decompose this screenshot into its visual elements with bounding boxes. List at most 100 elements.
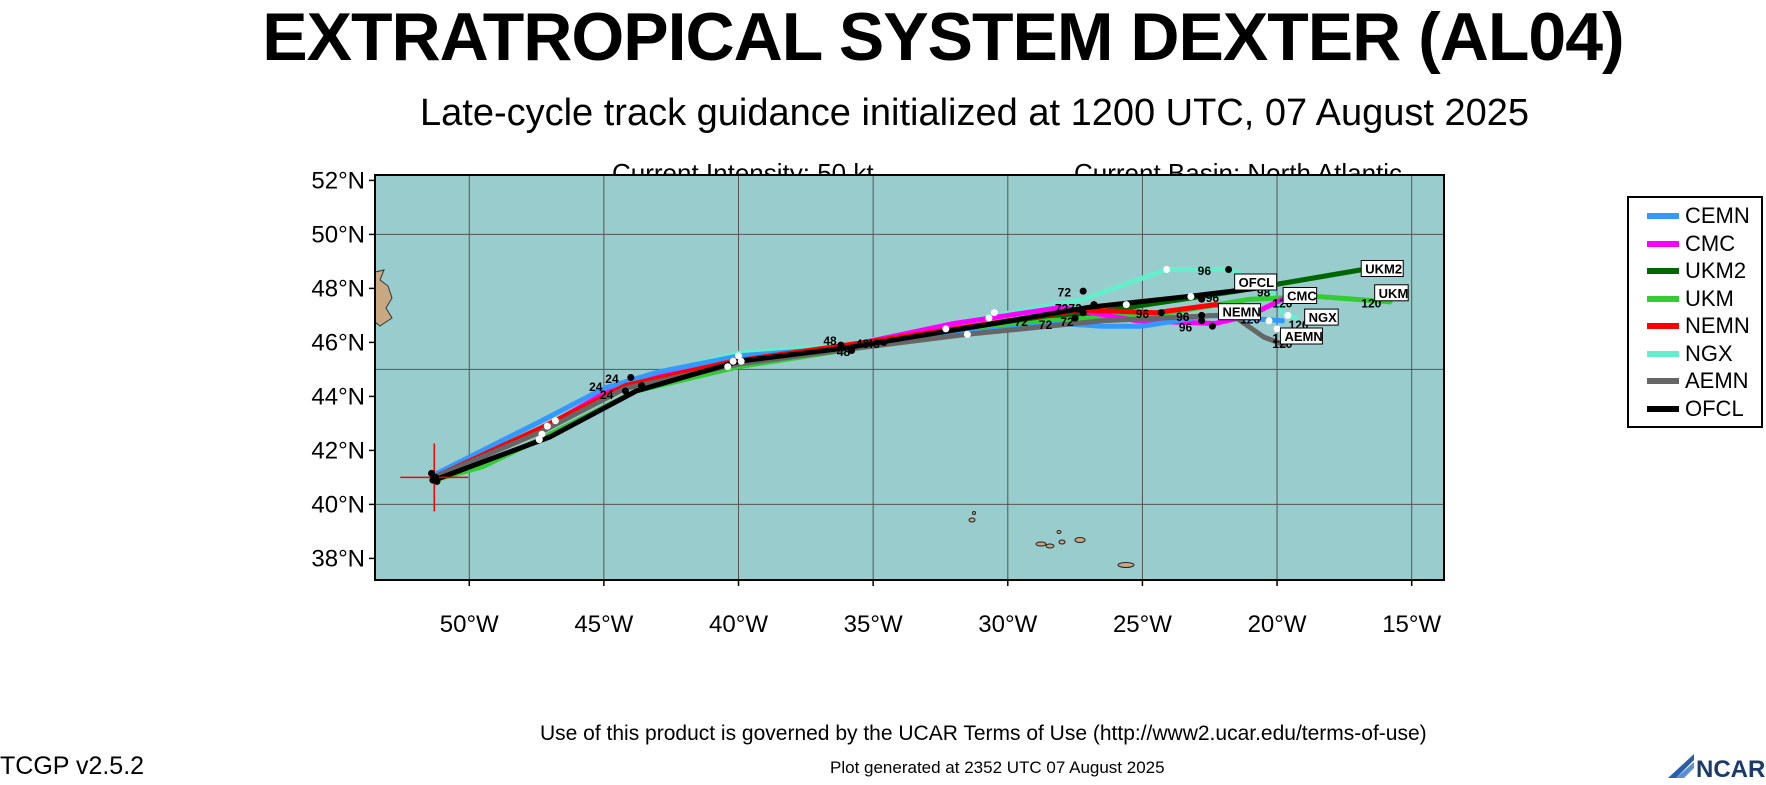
newfoundland-land bbox=[374, 269, 393, 327]
forecast-dot-black bbox=[1208, 322, 1216, 330]
lat-tick-label: 44°N bbox=[311, 383, 365, 410]
lon-tick-label: 20°W bbox=[1248, 611, 1307, 638]
forecast-hour-label: 48 bbox=[856, 337, 870, 351]
legend-label: NEMN bbox=[1685, 313, 1750, 338]
lat-tick-label: 50°N bbox=[311, 221, 365, 248]
lon-tick-label: 15°W bbox=[1382, 611, 1441, 638]
legend-item-aemn: AEMN bbox=[1647, 367, 1749, 395]
forecast-hour-label: 96 bbox=[1136, 307, 1150, 321]
lat-tick-label: 42°N bbox=[311, 437, 365, 464]
forecast-hour-label: 48 bbox=[866, 337, 880, 351]
track-end-label: AEMN bbox=[1284, 329, 1322, 344]
ncar-logo-text: NCAR bbox=[1696, 756, 1765, 780]
forecast-hour-label: 72 bbox=[1015, 315, 1029, 329]
ncar-logo: NCAR bbox=[1666, 752, 1766, 783]
legend-item-ngx: NGX bbox=[1647, 340, 1733, 368]
legend-swatch bbox=[1647, 268, 1679, 274]
forecast-dot-white bbox=[942, 325, 950, 333]
legend-label: CEMN bbox=[1685, 203, 1750, 228]
forecast-hour-label: 96 bbox=[1179, 321, 1193, 335]
plot-generated-time: Plot generated at 2352 UTC 07 August 202… bbox=[830, 758, 1165, 777]
forecast-dot-white bbox=[737, 357, 745, 365]
plot-subtitle: Late-cycle track guidance initialized at… bbox=[420, 92, 1529, 134]
forecast-dot-black bbox=[837, 341, 845, 349]
ncar-logo-icon: NCAR bbox=[1668, 754, 1765, 783]
current-position-dot bbox=[433, 477, 441, 485]
azores-island bbox=[1117, 562, 1135, 568]
legend-item-cemn: CEMN bbox=[1647, 202, 1750, 230]
forecast-dot-black bbox=[1198, 317, 1206, 325]
forecast-hour-label: 72 bbox=[1060, 315, 1074, 329]
marker-layer bbox=[400, 266, 1292, 512]
lon-tick-label: 50°W bbox=[440, 611, 499, 638]
legend-item-ukm: UKM bbox=[1647, 285, 1734, 313]
forecast-dot-black bbox=[1225, 266, 1233, 273]
lat-tick-label: 38°N bbox=[311, 545, 365, 572]
azores-island bbox=[1058, 539, 1066, 545]
forecast-dot-black bbox=[638, 382, 646, 390]
legend-item-ofcl: OFCL bbox=[1647, 395, 1744, 423]
forecast-hour-label: 96 bbox=[1206, 291, 1220, 305]
forecast-dot-white bbox=[538, 430, 546, 438]
forecast-dot-black bbox=[1079, 309, 1087, 317]
track-end-label-box bbox=[1234, 273, 1278, 291]
model-legend: CEMN CMC UKM2 UKM NEMN NGX AEMN OFCL bbox=[1627, 196, 1763, 428]
azores-island bbox=[1045, 543, 1055, 549]
forecast-dot-black bbox=[627, 374, 635, 381]
track-end-label: CMC bbox=[1287, 289, 1317, 304]
terms-of-use: Use of this product is governed by the U… bbox=[540, 722, 1427, 745]
forecast-dot-white bbox=[1187, 293, 1195, 300]
forecast-hour-label: 24 bbox=[600, 388, 614, 402]
legend-label: OFCL bbox=[1685, 395, 1744, 421]
azores-island bbox=[1035, 541, 1047, 547]
forecast-dot-white bbox=[1284, 311, 1292, 319]
legend-item-cmc: CMC bbox=[1647, 230, 1735, 258]
plot-title: EXTRATROPICAL SYSTEM DEXTER (AL04) bbox=[262, 0, 1624, 75]
track-end-label-box bbox=[1304, 308, 1339, 326]
ocean-background bbox=[375, 175, 1444, 580]
legend-label: NGX bbox=[1685, 340, 1733, 366]
azores-island bbox=[1056, 530, 1062, 534]
land-layer bbox=[374, 269, 1135, 568]
legend-item-ukm2: UKM2 bbox=[1647, 257, 1746, 285]
track-end-label-box bbox=[1360, 260, 1404, 277]
track-layer bbox=[431, 267, 1393, 483]
forecast-hour-label: 96 bbox=[1198, 264, 1212, 278]
forecast-dot-white bbox=[551, 417, 559, 425]
forecast-dot-black bbox=[1090, 301, 1098, 309]
track-end-label: NEMN bbox=[1223, 305, 1261, 320]
azores-island bbox=[968, 517, 976, 523]
track-ofcl bbox=[431, 285, 1258, 483]
lat-tick-label: 40°N bbox=[311, 491, 365, 518]
forecast-dot-white bbox=[543, 422, 551, 430]
forecast-dot-white bbox=[985, 314, 993, 322]
forecast-dot-white bbox=[1273, 325, 1281, 333]
legend-label: UKM2 bbox=[1685, 258, 1747, 283]
lat-tick-label: 52°N bbox=[311, 167, 365, 194]
forecast-hour-label: 72 bbox=[1055, 302, 1069, 316]
forecast-hour-label: 72 bbox=[1039, 318, 1053, 332]
legend-swatch bbox=[1647, 213, 1679, 219]
forecast-dot-white bbox=[1163, 266, 1171, 273]
hour-label-layer: 2424244848484872727272727296969696969698… bbox=[589, 260, 1409, 402]
forecast-hour-label: 48 bbox=[837, 345, 851, 359]
azores-island bbox=[1074, 537, 1086, 543]
forecast-dot-white bbox=[1122, 301, 1130, 309]
forecast-dot-white bbox=[963, 330, 971, 338]
axis-ticks: 52°N 50°N 48°N 46°N 44°N 42°N 40°N 38°N 50°W 45°W… bbox=[311, 167, 1441, 638]
legend-swatch bbox=[1647, 240, 1679, 247]
forecast-dot-black bbox=[1071, 314, 1079, 322]
track-end-label-box bbox=[1279, 327, 1323, 345]
lon-tick-label: 25°W bbox=[1113, 611, 1172, 638]
forecast-dot-black bbox=[848, 347, 856, 354]
forecast-dot-white bbox=[729, 357, 737, 365]
track-end-label: NGX bbox=[1309, 310, 1338, 325]
track-end-label-box bbox=[1218, 303, 1262, 321]
legend-label: UKM bbox=[1685, 285, 1734, 311]
forecast-dot-white bbox=[724, 363, 732, 371]
legend-swatch bbox=[1647, 378, 1679, 384]
forecast-hour-label: 24 bbox=[605, 372, 619, 386]
lat-tick-label: 48°N bbox=[311, 275, 365, 302]
forecast-dot-white bbox=[535, 436, 543, 444]
